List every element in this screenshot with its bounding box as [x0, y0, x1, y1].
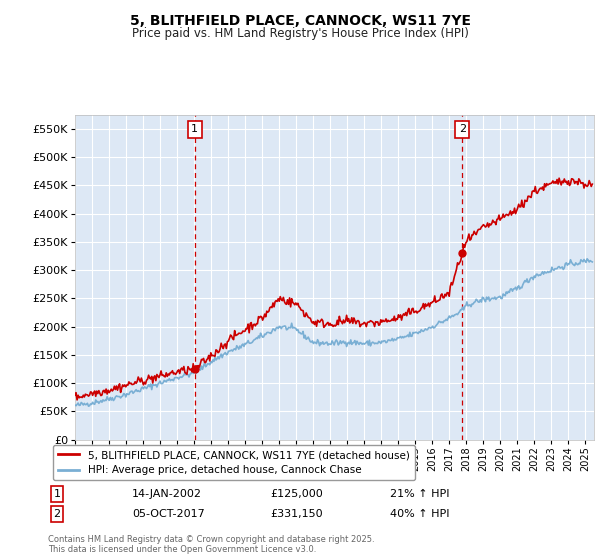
Text: 14-JAN-2002: 14-JAN-2002 — [132, 489, 202, 499]
Text: 5, BLITHFIELD PLACE, CANNOCK, WS11 7YE: 5, BLITHFIELD PLACE, CANNOCK, WS11 7YE — [130, 14, 470, 28]
Text: Price paid vs. HM Land Registry's House Price Index (HPI): Price paid vs. HM Land Registry's House … — [131, 27, 469, 40]
Text: 2: 2 — [459, 124, 466, 134]
Text: 1: 1 — [191, 124, 198, 134]
Text: 21% ↑ HPI: 21% ↑ HPI — [390, 489, 449, 499]
Text: £331,150: £331,150 — [270, 509, 323, 519]
Text: £125,000: £125,000 — [270, 489, 323, 499]
Text: 2: 2 — [53, 509, 61, 519]
Text: 05-OCT-2017: 05-OCT-2017 — [132, 509, 205, 519]
Text: Contains HM Land Registry data © Crown copyright and database right 2025.
This d: Contains HM Land Registry data © Crown c… — [48, 535, 374, 554]
Text: 1: 1 — [53, 489, 61, 499]
Text: 40% ↑ HPI: 40% ↑ HPI — [390, 509, 449, 519]
Legend: 5, BLITHFIELD PLACE, CANNOCK, WS11 7YE (detached house), HPI: Average price, det: 5, BLITHFIELD PLACE, CANNOCK, WS11 7YE (… — [53, 445, 415, 480]
